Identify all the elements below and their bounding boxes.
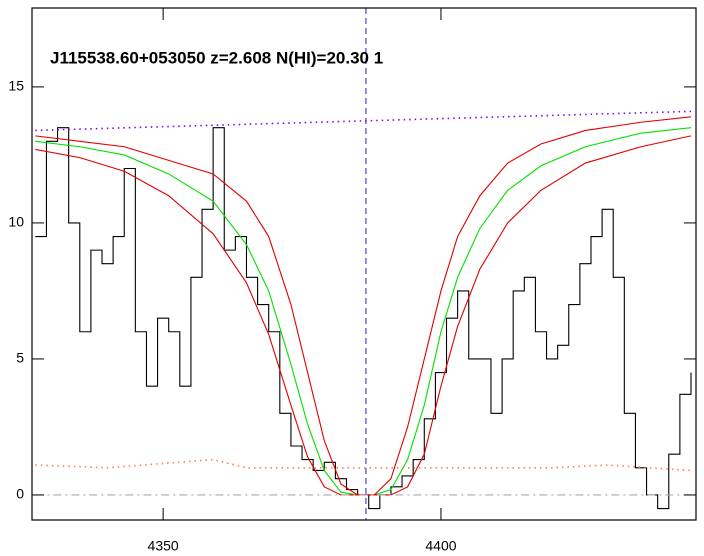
y-tick-label: 10 bbox=[8, 214, 24, 230]
x-tick-label: 4400 bbox=[425, 538, 456, 554]
y-tick-label: 15 bbox=[8, 78, 24, 94]
annotation: J115538.60+053050 z=2.608 N(HI)=20.30 1 bbox=[50, 48, 383, 67]
y-tick-label: 0 bbox=[16, 486, 24, 502]
plot-area bbox=[35, 8, 692, 520]
y-tick-label: 5 bbox=[16, 350, 24, 366]
plot-frame bbox=[31, 7, 697, 521]
x-tick-label: 4350 bbox=[148, 538, 179, 554]
